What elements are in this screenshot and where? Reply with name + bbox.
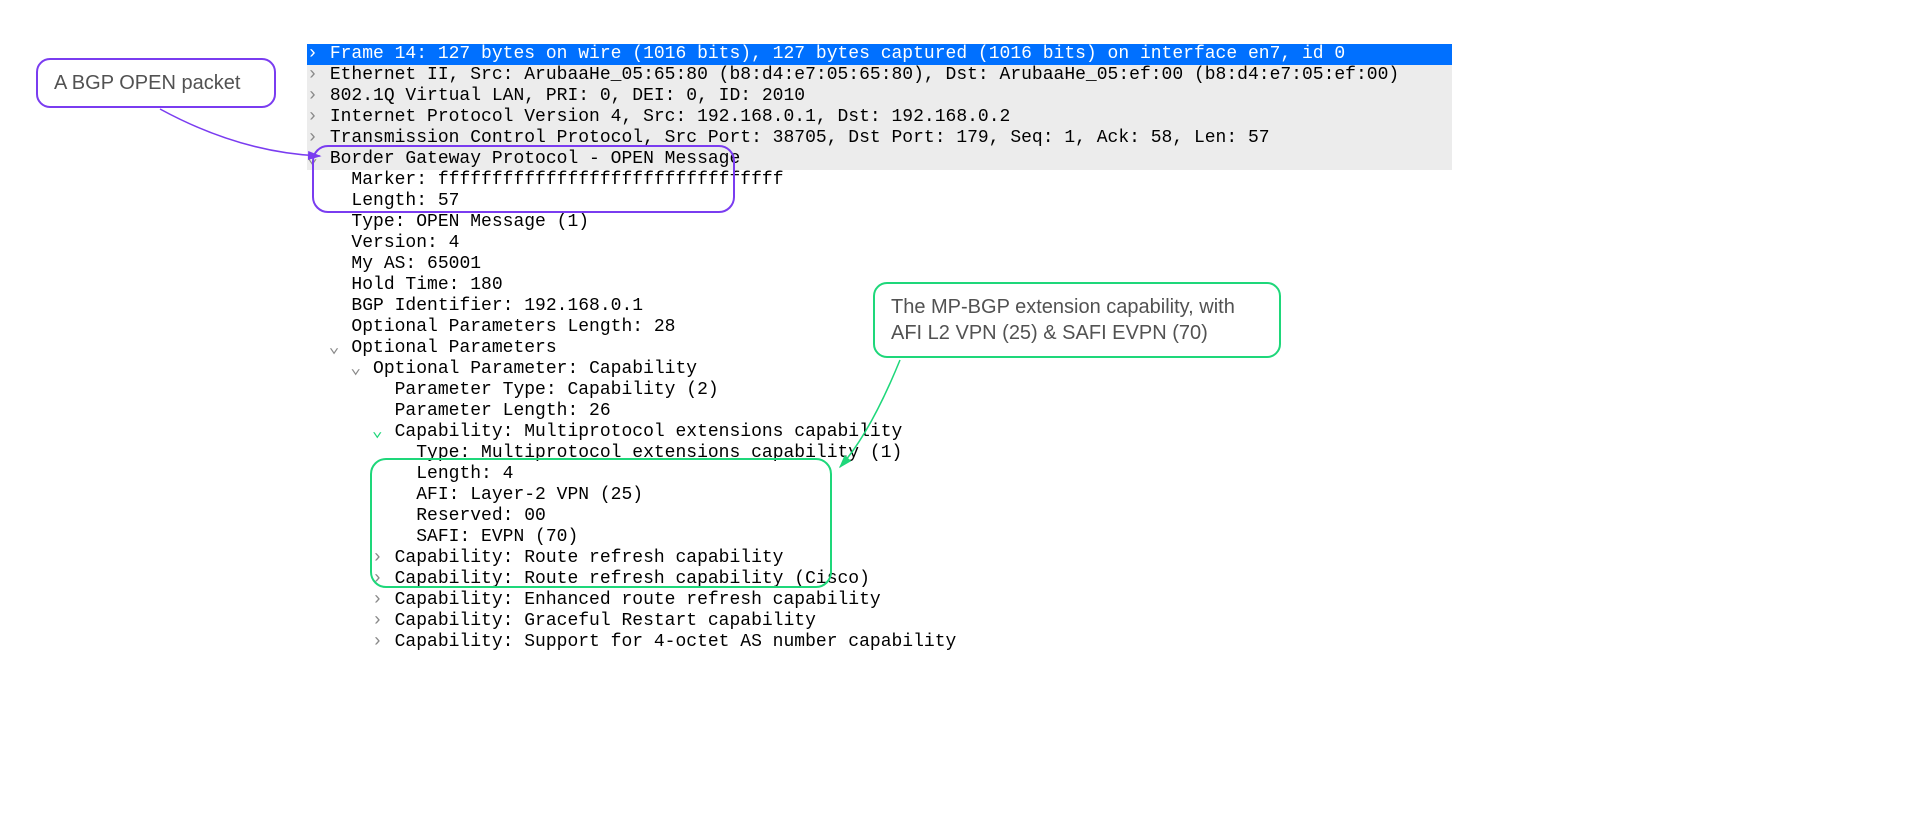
- expand-icon[interactable]: ›: [307, 44, 319, 65]
- callout-bgp-open: A BGP OPEN packet: [36, 58, 276, 108]
- packet-line[interactable]: › Capability: Route refresh capability (…: [307, 569, 1452, 590]
- no-expander: [372, 401, 384, 422]
- packet-line[interactable]: Type: OPEN Message (1): [307, 212, 1452, 233]
- packet-line-text: Marker: ffffffffffffffffffffffffffffffff: [351, 170, 783, 190]
- packet-line[interactable]: ⌄ Border Gateway Protocol - OPEN Message: [307, 149, 1452, 170]
- expand-icon[interactable]: ›: [372, 548, 384, 569]
- packet-line[interactable]: › Capability: Graceful Restart capabilit…: [307, 611, 1452, 632]
- packet-line-text: Reserved: 00: [416, 506, 546, 526]
- packet-line-text: Capability: Enhanced route refresh capab…: [395, 590, 881, 610]
- packet-line-text: 802.1Q Virtual LAN, PRI: 0, DEI: 0, ID: …: [330, 86, 805, 106]
- callout-text: A BGP OPEN packet: [54, 72, 240, 94]
- no-expander: [329, 317, 341, 338]
- packet-line[interactable]: ⌄ Optional Parameter: Capability: [307, 359, 1452, 380]
- collapse-icon[interactable]: ⌄: [350, 359, 362, 380]
- no-expander: [329, 275, 341, 296]
- packet-line[interactable]: › Capability: Support for 4-octet AS num…: [307, 632, 1452, 653]
- packet-line-text: Length: 57: [351, 191, 459, 211]
- packet-line[interactable]: › 802.1Q Virtual LAN, PRI: 0, DEI: 0, ID…: [307, 86, 1452, 107]
- no-expander: [329, 254, 341, 275]
- no-expander: [393, 527, 405, 548]
- packet-line[interactable]: Parameter Type: Capability (2): [307, 380, 1452, 401]
- packet-line[interactable]: › Frame 14: 127 bytes on wire (1016 bits…: [307, 44, 1452, 65]
- packet-line-text: Ethernet II, Src: ArubaaHe_05:65:80 (b8:…: [330, 65, 1399, 85]
- no-expander: [329, 191, 341, 212]
- packet-line-text: Optional Parameter: Capability: [373, 359, 697, 379]
- packet-line-text: Capability: Support for 4-octet AS numbe…: [395, 632, 957, 652]
- packet-line-text: Capability: Graceful Restart capability: [395, 611, 816, 631]
- callout-text-line2: AFI L2 VPN (25) & SAFI EVPN (70): [891, 322, 1208, 344]
- packet-line[interactable]: Version: 4: [307, 233, 1452, 254]
- packet-line[interactable]: Reserved: 00: [307, 506, 1452, 527]
- packet-line-text: Frame 14: 127 bytes on wire (1016 bits),…: [330, 44, 1345, 64]
- expand-icon[interactable]: ›: [307, 86, 319, 107]
- collapse-icon[interactable]: ⌄: [372, 422, 384, 443]
- collapse-icon[interactable]: ⌄: [329, 338, 341, 359]
- expand-icon[interactable]: ›: [372, 611, 384, 632]
- collapse-icon[interactable]: ⌄: [307, 149, 319, 170]
- no-expander: [329, 233, 341, 254]
- packet-line[interactable]: › Ethernet II, Src: ArubaaHe_05:65:80 (b…: [307, 65, 1452, 86]
- no-expander: [329, 296, 341, 317]
- expand-icon[interactable]: ›: [372, 590, 384, 611]
- packet-line-text: BGP Identifier: 192.168.0.1: [351, 296, 643, 316]
- packet-line-text: Border Gateway Protocol - OPEN Message: [330, 149, 740, 169]
- no-expander: [393, 443, 405, 464]
- expand-icon[interactable]: ›: [307, 65, 319, 86]
- packet-line-text: Internet Protocol Version 4, Src: 192.16…: [330, 107, 1011, 127]
- no-expander: [329, 212, 341, 233]
- packet-line[interactable]: Length: 4: [307, 464, 1452, 485]
- packet-line-text: My AS: 65001: [351, 254, 481, 274]
- packet-line[interactable]: › Transmission Control Protocol, Src Por…: [307, 128, 1452, 149]
- no-expander: [393, 464, 405, 485]
- packet-line-text: AFI: Layer-2 VPN (25): [416, 485, 643, 505]
- packet-line-text: Transmission Control Protocol, Src Port:…: [330, 128, 1270, 148]
- packet-line-text: SAFI: EVPN (70): [416, 527, 578, 547]
- packet-line[interactable]: AFI: Layer-2 VPN (25): [307, 485, 1452, 506]
- packet-line-text: Capability: Route refresh capability: [395, 548, 784, 568]
- packet-line[interactable]: › Internet Protocol Version 4, Src: 192.…: [307, 107, 1452, 128]
- packet-line[interactable]: Type: Multiprotocol extensions capabilit…: [307, 443, 1452, 464]
- expand-icon[interactable]: ›: [372, 569, 384, 590]
- packet-line[interactable]: SAFI: EVPN (70): [307, 527, 1452, 548]
- packet-line-text: Optional Parameters: [351, 338, 556, 358]
- expand-icon[interactable]: ›: [372, 632, 384, 653]
- no-expander: [329, 170, 341, 191]
- no-expander: [393, 506, 405, 527]
- packet-line-text: Capability: Route refresh capability (Ci…: [395, 569, 870, 589]
- callout-text-line1: The MP-BGP extension capability, with: [891, 296, 1235, 318]
- packet-line-text: Capability: Multiprotocol extensions cap…: [395, 422, 903, 442]
- packet-line[interactable]: › Capability: Enhanced route refresh cap…: [307, 590, 1452, 611]
- packet-line-text: Parameter Type: Capability (2): [395, 380, 719, 400]
- no-expander: [372, 380, 384, 401]
- packet-line-text: Parameter Length: 26: [395, 401, 611, 421]
- expand-icon[interactable]: ›: [307, 128, 319, 149]
- packet-line[interactable]: › Capability: Route refresh capability: [307, 548, 1452, 569]
- packet-line-text: Type: OPEN Message (1): [351, 212, 589, 232]
- expand-icon[interactable]: ›: [307, 107, 319, 128]
- no-expander: [393, 485, 405, 506]
- packet-line[interactable]: My AS: 65001: [307, 254, 1452, 275]
- packet-line[interactable]: Length: 57: [307, 191, 1452, 212]
- packet-line-text: Optional Parameters Length: 28: [351, 317, 675, 337]
- packet-line[interactable]: Marker: ffffffffffffffffffffffffffffffff: [307, 170, 1452, 191]
- packet-line-text: Hold Time: 180: [351, 275, 502, 295]
- packet-line-text: Version: 4: [351, 233, 459, 253]
- packet-line-text: Type: Multiprotocol extensions capabilit…: [416, 443, 902, 463]
- packet-line[interactable]: Parameter Length: 26: [307, 401, 1452, 422]
- packet-line-text: Length: 4: [416, 464, 513, 484]
- callout-mpbgp: The MP-BGP extension capability, with AF…: [873, 282, 1281, 358]
- packet-line[interactable]: ⌄ Capability: Multiprotocol extensions c…: [307, 422, 1452, 443]
